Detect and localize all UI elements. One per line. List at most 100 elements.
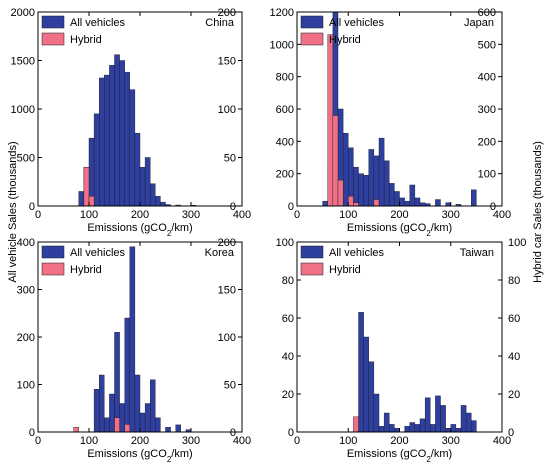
x-tick-label: 100 <box>339 435 357 447</box>
all-vehicles-bar <box>414 197 421 207</box>
x-tick-label: 400 <box>493 435 511 447</box>
legend-label-hybrid: Hybrid <box>329 34 361 46</box>
panel-taiwan: 0 100 200 300 400020406080100020406080100Emi… <box>276 237 527 464</box>
x-tick-label: 300 <box>442 435 460 447</box>
y-tick-label: 0 <box>29 201 35 213</box>
y-tick-label-right: 500 <box>478 39 496 51</box>
all-vehicles-bar <box>455 428 462 433</box>
x-tick-label: 300 <box>182 435 200 447</box>
y-tick-label-right: 50 <box>224 380 236 392</box>
y-tick-label: 0 <box>288 201 294 213</box>
all-vehicles-bar <box>139 166 146 207</box>
all-vehicles-bar <box>363 175 369 207</box>
legend-label-all-vehicles: All vehicles <box>70 17 126 29</box>
legend-swatch-all-vehicles <box>41 15 65 29</box>
y-tick-label: 500 <box>17 153 35 165</box>
all-vehicles-bar <box>363 336 369 433</box>
hybrid-bar <box>373 199 380 207</box>
all-vehicles-bar <box>114 54 120 207</box>
y-tick-label: 60 <box>282 313 294 325</box>
region-title: Japan <box>464 17 494 29</box>
y-tick-label: 600 <box>276 104 294 116</box>
axes-frame <box>296 241 503 433</box>
x-tick-label: 300 <box>442 209 460 221</box>
all-vehicles-bar <box>465 412 472 433</box>
all-vehicles-bar <box>435 395 441 433</box>
all-vehicles-bar <box>419 418 426 433</box>
all-vehicles-bar <box>430 424 436 433</box>
y-tick-label-right: 80 <box>508 275 520 287</box>
all-vehicles-bar <box>460 405 467 433</box>
y-tick-label-right: 100 <box>508 237 526 249</box>
x-axis-label: Emissions (gCO2/km) <box>347 448 452 464</box>
all-vehicles-bar <box>409 184 416 207</box>
y-tick-label-right: 100 <box>218 104 236 116</box>
x-tick-label: 100 <box>80 209 98 221</box>
all-vehicles-bar <box>435 199 441 207</box>
hybrid-bar <box>114 417 120 433</box>
x-axis-label: Emissions (gCO2/km) <box>87 448 192 464</box>
y-tick-label: 80 <box>282 275 294 287</box>
all-vehicles-bar <box>124 71 130 207</box>
hybrid-bar <box>88 196 95 207</box>
region-title: Korea <box>205 247 235 259</box>
panel-china: 0 100 200 300 400050010001500200005010015020… <box>11 7 252 238</box>
all-vehicles-bar <box>358 312 364 433</box>
legend-swatch-hybrid <box>300 262 324 276</box>
all-vehicles-bar <box>88 137 95 207</box>
all-vehicles-bar <box>149 379 156 433</box>
legend-label-all-vehicles: All vehicles <box>329 17 385 29</box>
legend-swatch-hybrid <box>41 262 65 276</box>
hybrid-bar <box>124 424 130 433</box>
y-tick-label-right: 400 <box>478 72 496 84</box>
y-tick-label: 1000 <box>11 104 35 116</box>
y-tick-label: 200 <box>276 169 294 181</box>
all-vehicles-bar <box>129 246 136 433</box>
left-axis-label: All vehicle Sales (thousands) <box>7 141 19 282</box>
y-tick-label-right: 200 <box>218 7 236 19</box>
all-vehicles-bar <box>389 424 395 433</box>
panel-korea: 0 100 200 300 4000100200300400050100150200Em… <box>17 237 252 464</box>
legend-label-hybrid: Hybrid <box>70 34 102 46</box>
all-vehicles-bar <box>440 405 446 433</box>
legend-swatch-hybrid <box>300 32 324 46</box>
all-vehicles-bar <box>98 77 105 207</box>
hybrid-bar <box>83 166 90 207</box>
y-tick-label: 1000 <box>270 39 294 51</box>
y-tick-label-right: 0 <box>508 427 514 439</box>
y-tick-label-right: 200 <box>218 237 236 249</box>
all-vehicles-bar <box>414 424 421 433</box>
all-vehicles-bar <box>394 191 400 207</box>
all-vehicles-bar <box>404 200 410 207</box>
x-axis-label: Emissions (gCO2/km) <box>347 222 452 238</box>
all-vehicles-bar <box>471 189 477 207</box>
all-vehicles-bar <box>98 374 105 433</box>
x-tick-label: 100 <box>80 435 98 447</box>
panel-japan: 0 100 200 300 400020040060080010001200010020… <box>270 7 512 238</box>
all-vehicles-bar <box>144 157 151 207</box>
all-vehicles-bar <box>160 201 166 207</box>
y-tick-label: 1200 <box>270 7 294 19</box>
y-tick-label-right: 0 <box>490 201 496 213</box>
all-vehicles-bar <box>144 403 151 433</box>
all-vehicles-bar <box>134 374 141 433</box>
right-axis-label: Hybrid car Sales (thousands) <box>532 141 544 283</box>
all-vehicles-bar <box>378 426 385 433</box>
x-tick-label: 300 <box>182 209 200 221</box>
y-tick-label: 200 <box>17 332 35 344</box>
x-tick-label: 0 <box>35 209 41 221</box>
y-tick-label: 300 <box>17 285 35 297</box>
all-vehicles-bar <box>378 137 385 207</box>
hybrid-bar <box>348 196 354 207</box>
y-tick-label: 20 <box>282 389 294 401</box>
x-tick-label: 400 <box>493 209 511 221</box>
y-tick-label: 0 <box>29 427 35 439</box>
hybrid-bar <box>332 115 339 207</box>
y-tick-label-right: 0 <box>230 427 236 439</box>
all-vehicles-bar <box>373 155 380 207</box>
all-vehicles-bar <box>109 65 115 207</box>
all-vehicles-bar <box>471 420 477 433</box>
x-tick-label: 200 <box>390 435 408 447</box>
hybrid-bar <box>337 179 344 207</box>
